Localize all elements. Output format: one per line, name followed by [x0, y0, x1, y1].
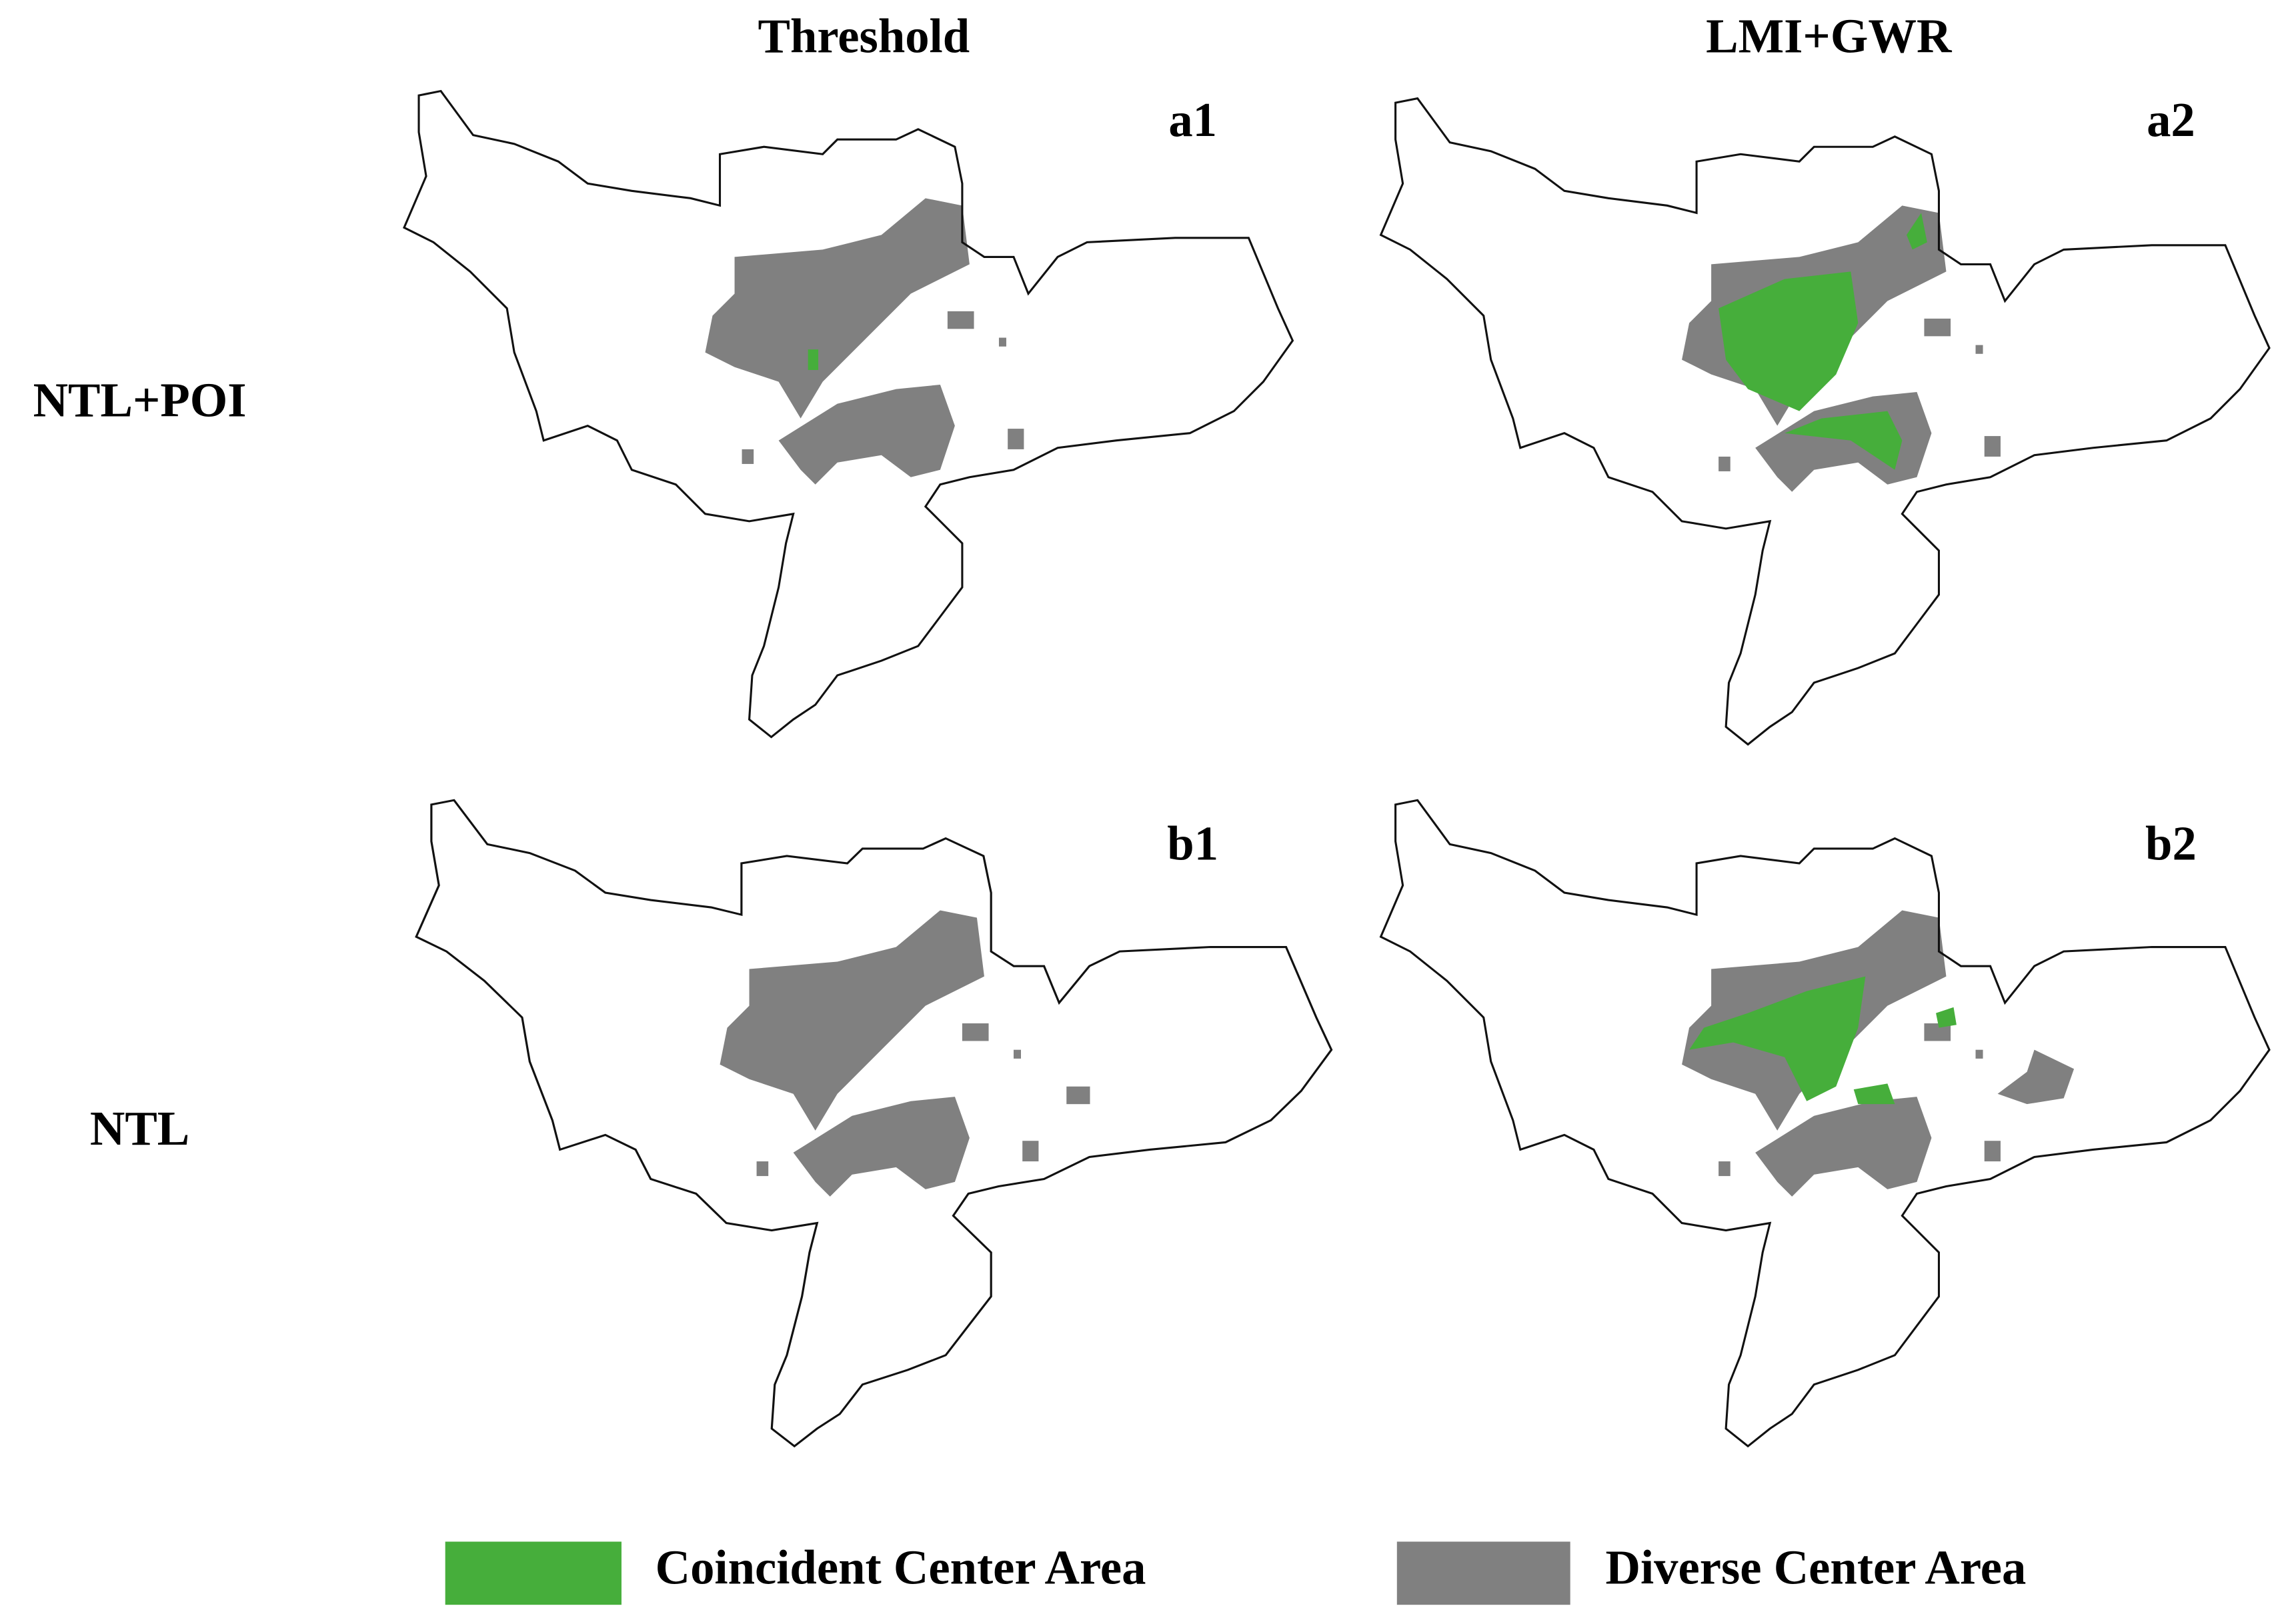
column-header: Threshold	[758, 9, 970, 63]
diverse-area	[1066, 1086, 1090, 1105]
legend-swatch	[1396, 1541, 1570, 1605]
map-panel: a2	[1380, 93, 2271, 746]
column-header: LMI+GWR	[1706, 9, 1953, 63]
diverse-area	[720, 910, 1039, 1197]
panel-label: b1	[1167, 817, 1218, 871]
coincident-area	[1853, 1083, 1895, 1105]
legend-swatch	[445, 1541, 622, 1605]
coincident-area	[1907, 213, 1927, 250]
coincident-area	[1936, 1007, 1957, 1028]
legend-label: Diverse Center Area	[1606, 1540, 2027, 1594]
panel-label: b2	[2145, 817, 2197, 871]
legend-label: Coincident Center Area	[656, 1540, 1146, 1594]
row-label: NTL+POI	[33, 373, 247, 427]
map-panel: b1	[415, 799, 1333, 1447]
row-label: NTL	[90, 1101, 189, 1155]
map-panel: b2	[1380, 799, 2271, 1447]
coincident-area	[1718, 271, 1859, 411]
coincident-area	[1689, 976, 1866, 1101]
panel-label: a1	[1168, 93, 1217, 147]
coincident-area	[808, 349, 819, 370]
map-panel: a1	[403, 90, 1294, 739]
diverse-area	[705, 198, 1024, 485]
panel-label: a2	[2147, 93, 2195, 147]
diverse-area	[1997, 1049, 2075, 1105]
